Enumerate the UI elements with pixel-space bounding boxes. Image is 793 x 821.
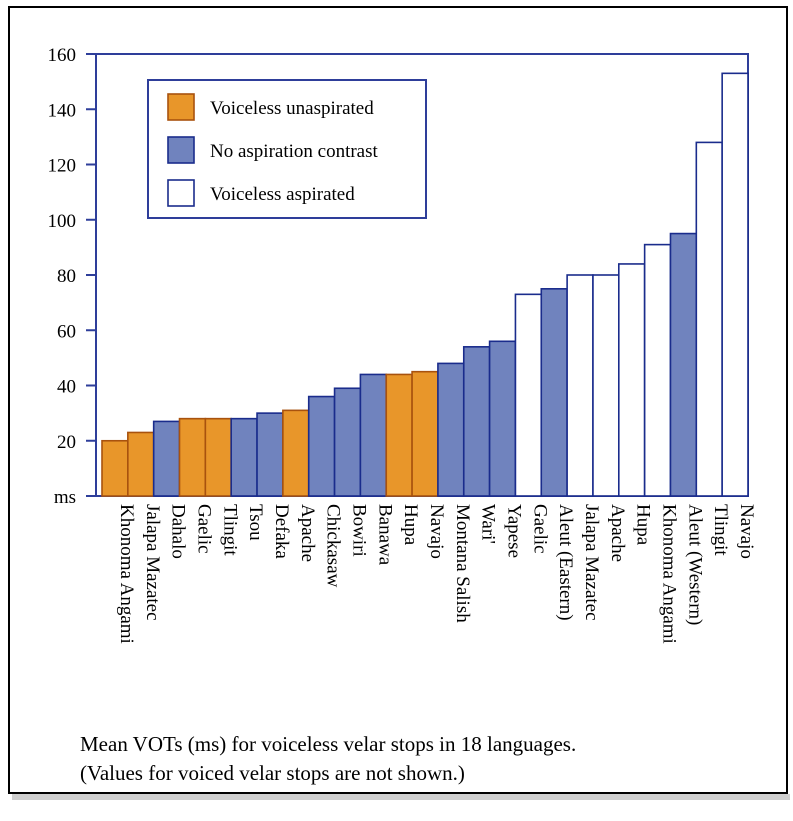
y-tick-label: 160 xyxy=(48,45,77,66)
y-axis-unit-label: ms xyxy=(54,487,76,508)
bar xyxy=(333,387,362,497)
y-tick-label: 120 xyxy=(48,156,77,177)
bar xyxy=(437,362,465,497)
x-tick-label: Apache xyxy=(607,504,628,562)
x-tick-label: Aleut (Eastern) xyxy=(555,504,576,621)
bar xyxy=(669,232,698,497)
legend-swatch xyxy=(167,93,195,121)
legend: Voiceless unaspirated No aspiration contr… xyxy=(147,79,427,219)
y-tick-label: 140 xyxy=(48,100,77,121)
bar xyxy=(385,373,413,497)
y-tick-label: 40 xyxy=(57,377,76,398)
bar xyxy=(282,409,310,497)
bar xyxy=(566,274,594,497)
bar xyxy=(721,72,749,497)
x-tick-label: Gaelic xyxy=(529,504,550,554)
legend-label: Voiceless unaspirated xyxy=(210,98,374,119)
y-tick-label: 20 xyxy=(57,432,76,453)
x-tick-label: Bowiri xyxy=(348,504,369,557)
caption-line-2: (Values for voiced velar stops are not s… xyxy=(80,761,465,785)
legend-swatch xyxy=(167,179,195,207)
legend-label: Voiceless aspirated xyxy=(210,184,355,205)
x-tick-label: Tlingit xyxy=(710,504,731,556)
x-tick-label: Tsou xyxy=(245,504,266,541)
x-tick-label: Montana Salish xyxy=(452,504,473,623)
x-tick-label: Jalapa Mazatec xyxy=(142,504,163,621)
bar xyxy=(178,417,207,497)
bar xyxy=(230,417,258,497)
bar xyxy=(462,346,491,497)
bar xyxy=(204,417,233,497)
y-tick-label: 80 xyxy=(57,266,76,287)
bar xyxy=(256,412,284,497)
bar xyxy=(152,420,181,497)
x-tick-label: Gaelic xyxy=(193,504,214,554)
x-tick-label: Navajo xyxy=(736,504,757,559)
y-tick-label: 60 xyxy=(57,321,76,342)
x-tick-label: Jalapa Mazatec xyxy=(581,504,602,621)
bar xyxy=(592,274,620,497)
y-tick-label: 100 xyxy=(48,211,77,232)
figure-caption: Mean VOTs (ms) for voiceless velar stops… xyxy=(80,730,770,788)
frame-shadow xyxy=(12,794,790,800)
x-tick-label: Dahalo xyxy=(168,504,189,559)
x-axis-labels: Khonoma Angami Jalapa Mazatec Dahalo Gaelic… xyxy=(116,504,757,644)
bar xyxy=(540,288,568,497)
bar xyxy=(617,263,646,497)
x-tick-label: Yapese xyxy=(504,504,525,558)
bar xyxy=(695,141,723,497)
bar xyxy=(101,439,129,497)
bar xyxy=(514,293,543,497)
bar xyxy=(127,431,155,497)
x-tick-label: Hupa xyxy=(633,504,654,546)
x-tick-label: Khonoma Angami xyxy=(116,504,137,644)
bar xyxy=(307,395,336,497)
x-tick-label: Chickasaw xyxy=(323,504,344,588)
bar xyxy=(643,243,672,497)
x-tick-label: Tlingit xyxy=(219,504,240,556)
x-tick-label: Banawa xyxy=(374,504,395,566)
legend-label: No aspiration contrast xyxy=(210,141,379,162)
x-tick-label: Apache xyxy=(297,504,318,562)
x-tick-label: Wari' xyxy=(478,504,499,544)
bars xyxy=(101,72,749,497)
x-tick-label: Defaka xyxy=(271,504,292,559)
legend-swatch xyxy=(167,136,195,164)
x-tick-label: Aleut (Western) xyxy=(684,504,705,625)
x-tick-label: Navajo xyxy=(426,504,447,559)
x-tick-label: Khonoma Angami xyxy=(659,504,680,644)
x-tick-label: Hupa xyxy=(400,504,421,546)
bar xyxy=(411,370,439,497)
bar xyxy=(359,373,388,497)
bar xyxy=(488,340,517,497)
caption-line-1: Mean VOTs (ms) for voiceless velar stops… xyxy=(80,732,577,756)
